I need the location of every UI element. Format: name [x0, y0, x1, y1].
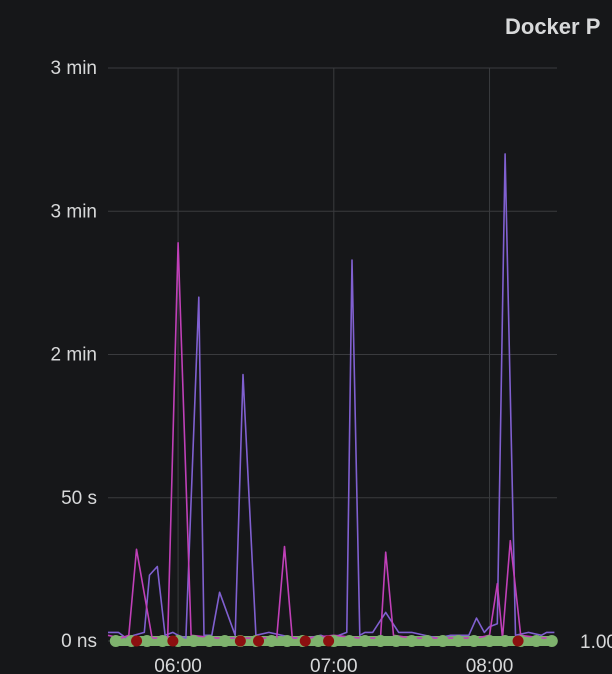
data-point	[436, 635, 449, 647]
x-tick-label: 08:00	[466, 656, 514, 674]
y-tick-label: 2 min	[51, 345, 97, 366]
data-point	[253, 635, 265, 647]
data-point	[390, 635, 403, 647]
data-point	[218, 635, 231, 647]
series-layer	[107, 153, 558, 647]
data-point	[187, 635, 200, 647]
data-point	[512, 635, 524, 647]
data-point	[234, 635, 246, 647]
y-tick-label: 50 s	[61, 488, 97, 509]
data-point	[421, 635, 434, 647]
series-line	[107, 242, 555, 639]
series-line	[108, 153, 555, 639]
data-point	[167, 635, 179, 647]
data-point	[299, 635, 311, 647]
data-point	[343, 635, 356, 647]
x-axis-ticks: 06:00 07:00 08:00	[154, 656, 513, 674]
data-point	[374, 635, 387, 647]
data-point	[140, 635, 153, 647]
y-tick-label: 3 min	[51, 201, 97, 222]
data-point	[265, 635, 278, 647]
y-tick-label: 3 min	[51, 58, 97, 79]
data-point	[312, 635, 325, 647]
data-point	[499, 635, 512, 647]
x-tick-label: 07:00	[310, 656, 358, 674]
data-point	[156, 635, 169, 647]
data-point	[203, 635, 216, 647]
data-point	[467, 635, 480, 647]
data-point	[483, 635, 496, 647]
data-point	[545, 635, 558, 647]
panel-title: Docker P	[505, 14, 601, 39]
data-point	[131, 635, 143, 647]
data-point	[323, 635, 335, 647]
data-point	[452, 635, 465, 647]
data-point	[405, 635, 418, 647]
right-axis-label: 1.00	[580, 632, 612, 653]
data-point	[281, 635, 294, 647]
y-tick-label: 0 ns	[61, 631, 97, 652]
x-tick-label: 06:00	[154, 656, 202, 674]
y-axis-ticks: 0 ns 50 s 2 min 3 min 3 min	[51, 58, 97, 652]
data-point	[530, 635, 543, 647]
data-point	[358, 635, 371, 647]
data-point	[109, 635, 122, 647]
